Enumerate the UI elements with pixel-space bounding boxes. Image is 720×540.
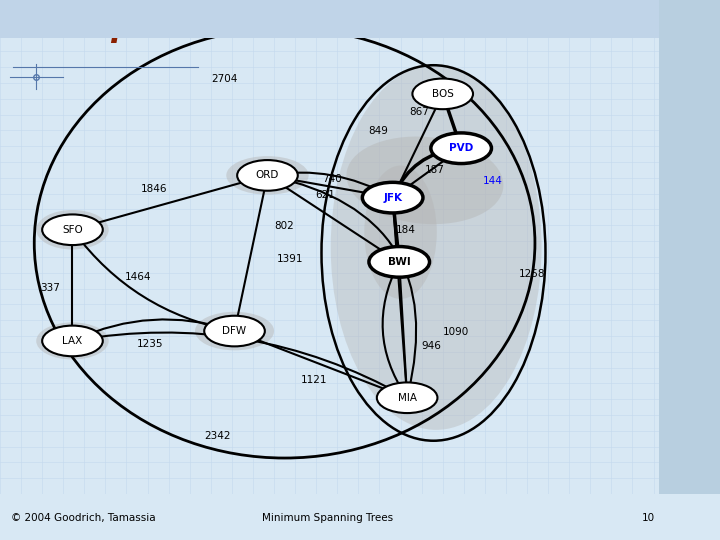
Text: 740: 740 [322, 174, 342, 184]
Text: 946: 946 [422, 341, 441, 351]
Text: 187: 187 [425, 165, 445, 176]
Ellipse shape [362, 183, 423, 213]
Text: BOS: BOS [432, 89, 454, 99]
Text: PVD: PVD [449, 143, 473, 153]
FancyArrowPatch shape [382, 265, 405, 395]
Ellipse shape [195, 312, 274, 350]
Text: 1391: 1391 [276, 254, 303, 265]
Ellipse shape [377, 382, 438, 413]
Text: 184: 184 [396, 225, 415, 235]
Text: 1846: 1846 [141, 184, 168, 194]
Text: MIA: MIA [397, 393, 417, 403]
Ellipse shape [237, 160, 298, 191]
Text: 802: 802 [275, 221, 294, 231]
Ellipse shape [346, 137, 503, 224]
Text: Example: Example [13, 12, 166, 43]
Text: JFK: JFK [383, 193, 402, 202]
Text: 621: 621 [315, 190, 335, 200]
Text: Minimum Spanning Trees: Minimum Spanning Trees [262, 514, 393, 523]
Text: LAX: LAX [63, 336, 83, 346]
Ellipse shape [413, 78, 473, 109]
Text: BWI: BWI [388, 257, 410, 267]
Text: DFW: DFW [222, 326, 246, 336]
Ellipse shape [431, 133, 492, 164]
Text: 144: 144 [483, 177, 503, 186]
FancyArrowPatch shape [394, 148, 459, 195]
FancyArrowPatch shape [270, 172, 390, 196]
Text: 1090: 1090 [443, 327, 469, 337]
FancyArrowPatch shape [75, 333, 405, 396]
FancyArrowPatch shape [75, 319, 232, 340]
Ellipse shape [226, 156, 309, 195]
Ellipse shape [204, 316, 265, 346]
Text: 10: 10 [642, 514, 654, 523]
Text: 867: 867 [409, 107, 429, 117]
Text: 1235: 1235 [137, 339, 163, 349]
Text: 1464: 1464 [125, 272, 152, 282]
Text: 2704: 2704 [211, 74, 237, 84]
Text: © 2004 Goodrich, Tamassia: © 2004 Goodrich, Tamassia [11, 514, 156, 523]
Text: 1121: 1121 [300, 375, 327, 386]
Ellipse shape [36, 210, 109, 249]
Ellipse shape [42, 326, 103, 356]
Ellipse shape [36, 322, 109, 360]
Ellipse shape [369, 247, 430, 277]
Text: SFO: SFO [62, 225, 83, 235]
Text: 2342: 2342 [204, 431, 230, 441]
Ellipse shape [42, 214, 103, 245]
Text: 1258: 1258 [519, 269, 546, 279]
Text: ORD: ORD [256, 171, 279, 180]
Ellipse shape [330, 64, 541, 430]
Text: 337: 337 [40, 282, 60, 293]
FancyArrowPatch shape [74, 232, 232, 330]
Text: 849: 849 [368, 126, 388, 136]
FancyArrowPatch shape [270, 176, 416, 395]
Ellipse shape [364, 166, 437, 299]
